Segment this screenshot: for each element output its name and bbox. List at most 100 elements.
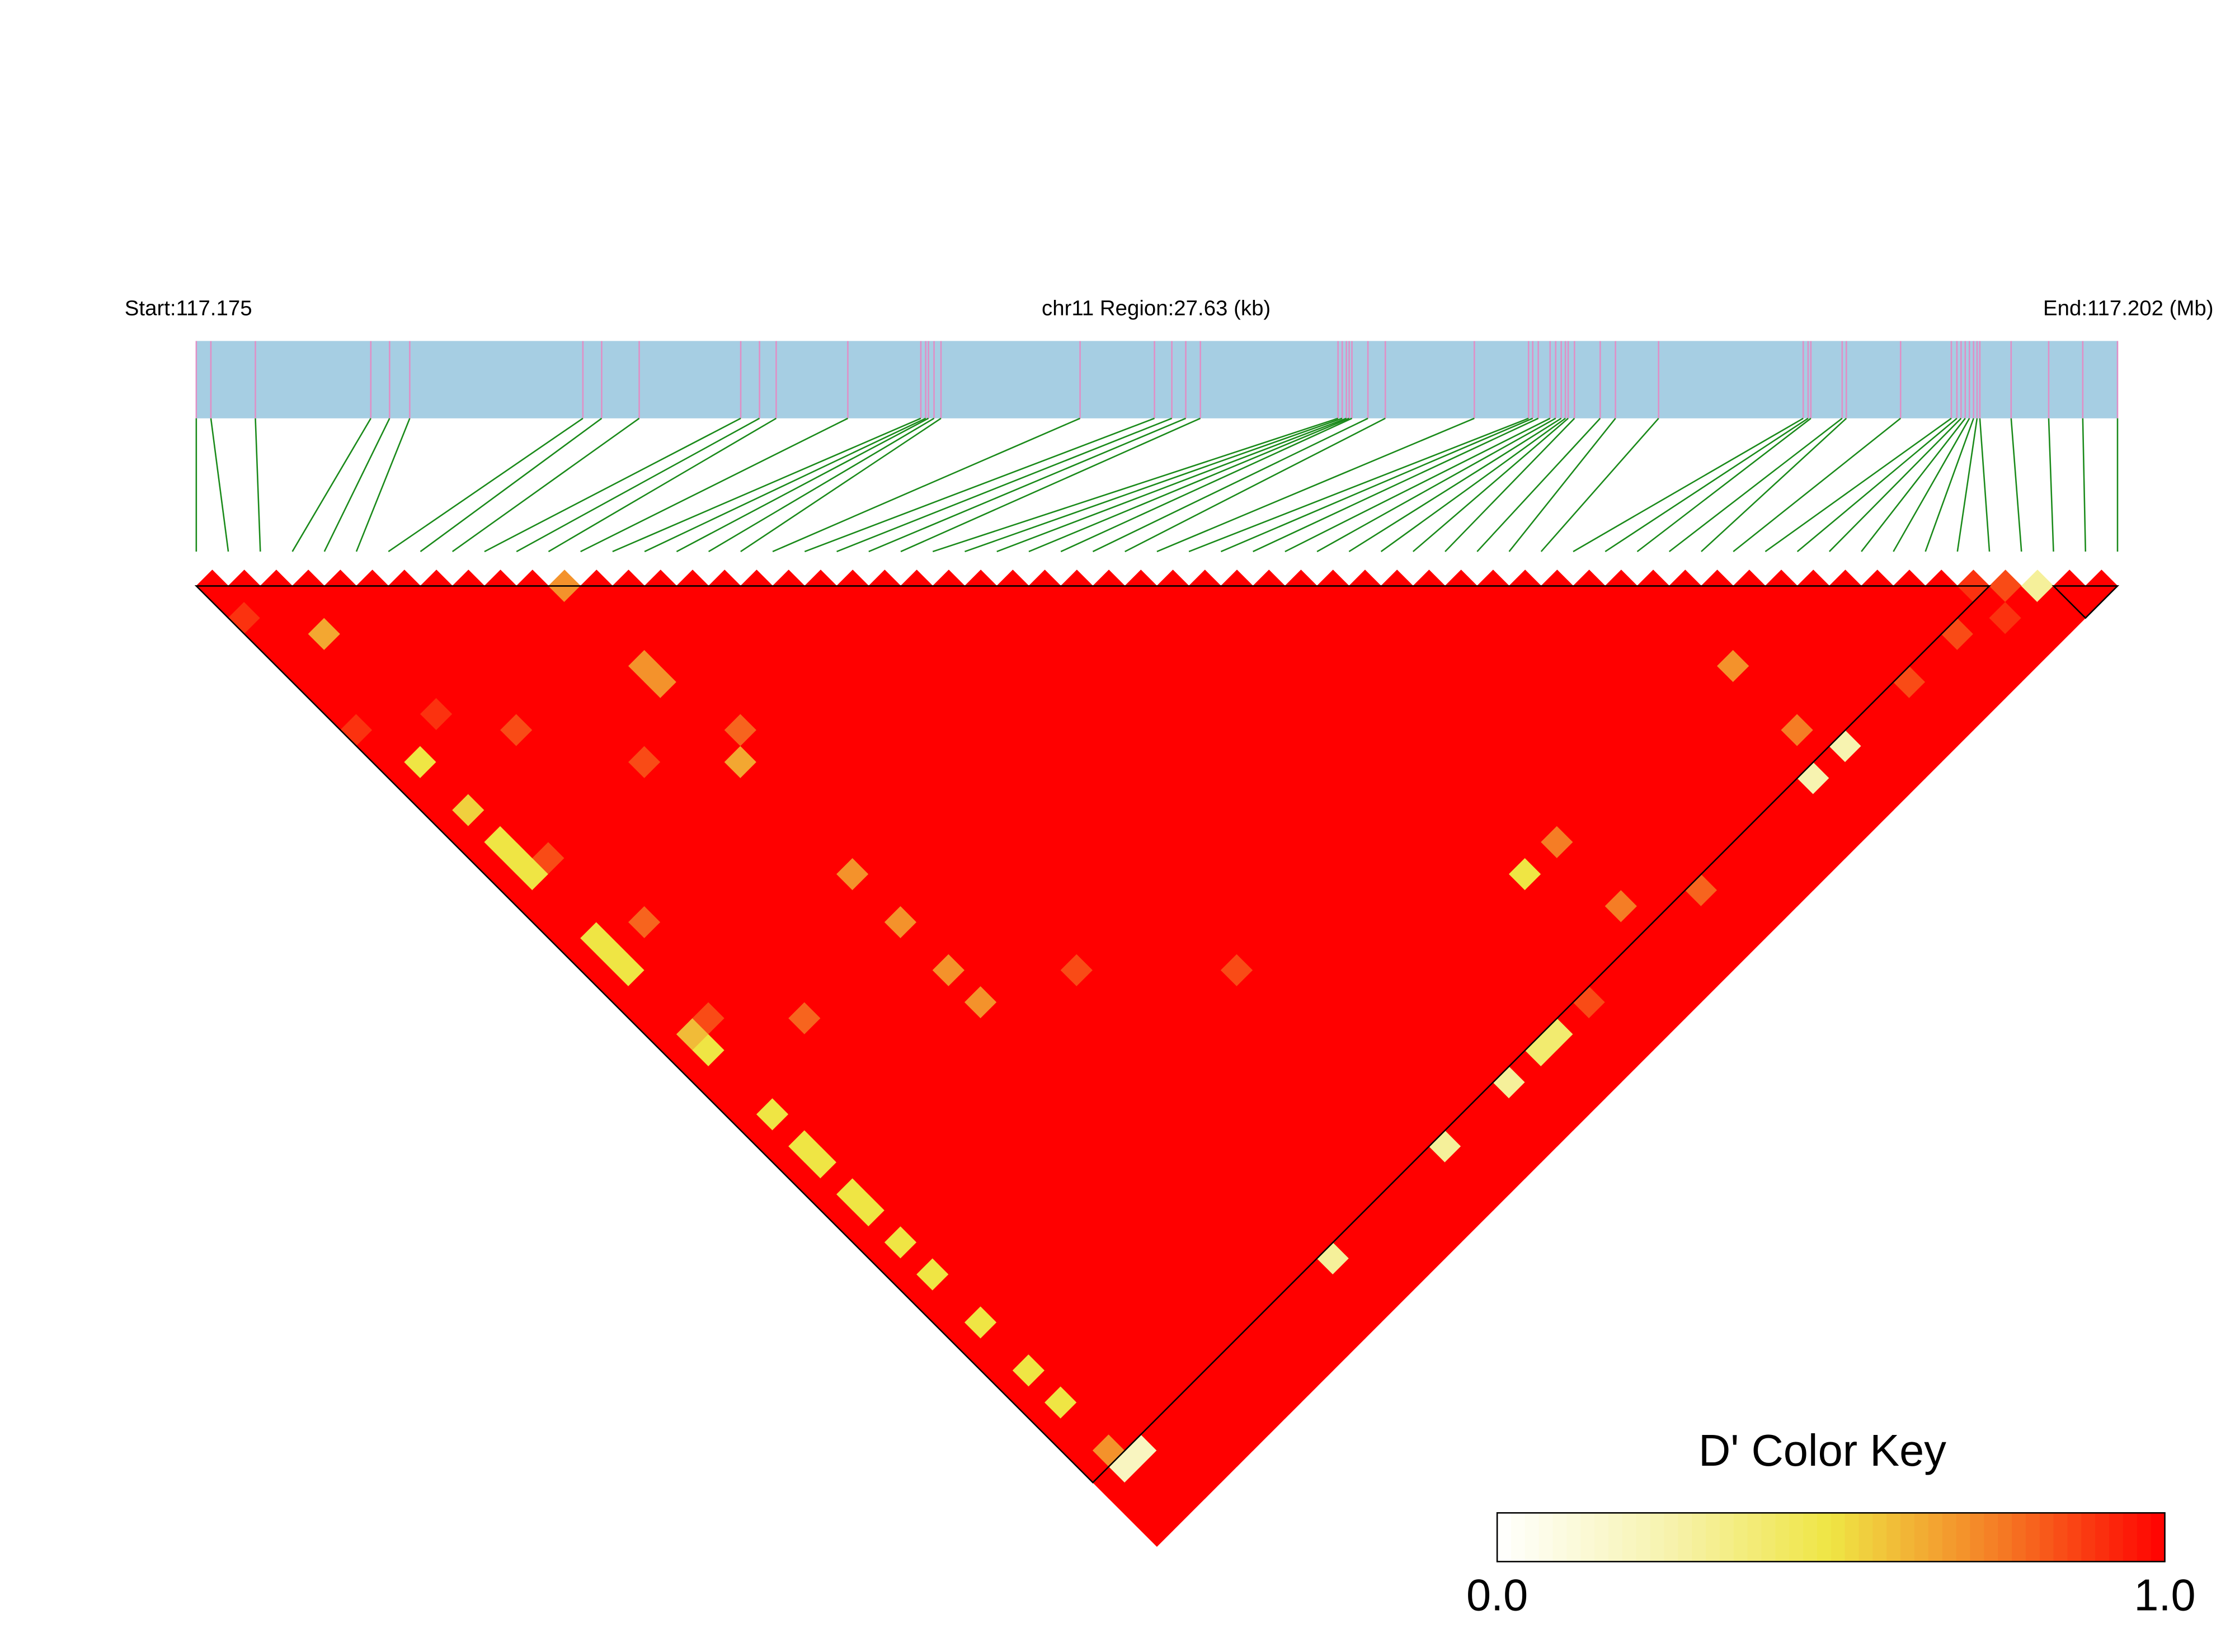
region-start-label: Start:117.175 [125, 296, 252, 320]
color-key-step [1706, 1513, 1720, 1562]
color-key-step [1928, 1513, 1943, 1562]
color-key-tick-label: 1.0 [2134, 1570, 2195, 1620]
snp-link [932, 417, 1339, 553]
color-key-step [1719, 1513, 1734, 1562]
region-label: chr11 Region:27.63 (kb) [1042, 296, 1271, 320]
color-key-step [1636, 1513, 1651, 1562]
snp-link [2010, 418, 2022, 552]
color-key-step [1552, 1513, 1568, 1562]
color-key-step [1858, 1513, 1874, 1562]
snp-link [1861, 418, 1966, 552]
color-key-step [2095, 1513, 2110, 1562]
snp-link [1348, 417, 1562, 553]
snp-link [451, 417, 640, 553]
region-bar [196, 341, 2118, 418]
snp-link [1668, 417, 1843, 552]
color-key-step [1622, 1513, 1637, 1562]
snp-link [1796, 417, 1958, 552]
color-key-step [1538, 1513, 1554, 1562]
snp-link [1636, 417, 1811, 552]
snp-link [1156, 417, 1475, 553]
snp-link [1979, 418, 1991, 552]
color-key-step [1900, 1513, 1916, 1562]
snp-link [1124, 417, 1386, 553]
snp-link [1092, 417, 1368, 553]
snp-link [1253, 417, 1539, 553]
color-key-step [2053, 1513, 2068, 1562]
color-key-step [2137, 1513, 2152, 1562]
snp-link [210, 418, 229, 552]
color-key-step [1678, 1513, 1693, 1562]
color-key-step [2123, 1513, 2138, 1562]
color-key-step [1594, 1513, 1610, 1562]
snp-link [580, 417, 849, 553]
color-key-step [2025, 1513, 2040, 1562]
color-key-step [1580, 1513, 1596, 1562]
snp-link [644, 417, 926, 553]
snp-link [708, 417, 935, 553]
color-key-step [1817, 1513, 1832, 1562]
color-key-step [1692, 1513, 1707, 1562]
color-key-step [1608, 1513, 1623, 1562]
snp-link [740, 417, 942, 553]
snp-link [323, 418, 390, 552]
color-key-step [2081, 1513, 2096, 1562]
snp-link [1893, 418, 1970, 552]
snp-link [1701, 417, 1847, 552]
snp-link [1925, 418, 1974, 552]
color-key-step [1998, 1513, 2013, 1562]
snp-link [355, 418, 411, 552]
ld-cells [196, 570, 2118, 1547]
color-key-step [1845, 1513, 1860, 1562]
snp-link [1028, 417, 1350, 553]
color-key-step [1650, 1513, 1665, 1562]
color-key-frame [1496, 1512, 2166, 1562]
snp-link [1828, 417, 1962, 552]
snp-link [1956, 418, 1978, 552]
color-key-step [1733, 1513, 1748, 1562]
snp-link [1444, 417, 1575, 552]
snp-link [1733, 417, 1902, 552]
color-key-step [1872, 1513, 1888, 1562]
snp-link [1412, 417, 1569, 552]
snp-link [676, 417, 929, 553]
color-key-tick-label: 0.0 [1466, 1570, 1528, 1620]
snp-link [868, 417, 1187, 553]
color-key-step [1984, 1513, 1999, 1562]
snp-link [900, 417, 1201, 553]
snp-link [772, 417, 1081, 553]
color-key-step [1942, 1513, 1957, 1562]
color-key-step [2067, 1513, 2082, 1562]
snp-link [548, 417, 777, 553]
snp-link [388, 417, 584, 553]
snp-link [1188, 417, 1529, 553]
snp-link [964, 417, 1343, 553]
color-key-step [2039, 1513, 2054, 1562]
color-key-step [1524, 1513, 1540, 1562]
color-key-step [1831, 1513, 1846, 1562]
color-key-step [1789, 1513, 1804, 1562]
color-key-step [1511, 1513, 1526, 1562]
color-key-title: D' Color Key [1698, 1425, 1946, 1475]
snp-link [1060, 417, 1353, 553]
snp-link [1508, 417, 1616, 552]
color-key-step [1970, 1513, 1985, 1562]
snp-link [516, 417, 760, 553]
color-key-step [1497, 1513, 1512, 1562]
color-key-step [1566, 1513, 1582, 1562]
color-key-step [1803, 1513, 1818, 1562]
color-key-step [1956, 1513, 1971, 1562]
snp-link [255, 418, 261, 552]
snp-link [1573, 417, 1804, 553]
color-key-step [1886, 1513, 1902, 1562]
snp-link [2082, 418, 2087, 552]
color-key-step [1747, 1513, 1762, 1562]
color-key-step [1664, 1513, 1679, 1562]
snp-link [291, 418, 371, 552]
snp-link [996, 417, 1347, 553]
snp-link [1476, 417, 1601, 552]
ld-block [2052, 585, 2120, 619]
color-key-step [2151, 1513, 2166, 1562]
